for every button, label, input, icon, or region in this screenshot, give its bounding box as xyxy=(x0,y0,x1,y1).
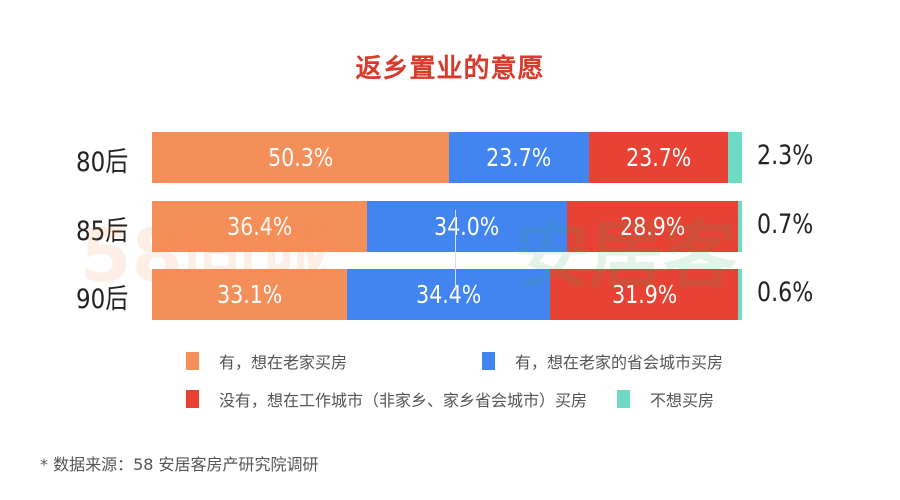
row-label: 90后 xyxy=(76,284,129,315)
data-label: 34.4% xyxy=(416,280,482,309)
chart-title: 返乡置业的意愿 xyxy=(355,54,545,84)
legend-swatch xyxy=(186,352,199,370)
bar-segment xyxy=(737,201,742,252)
bar-segment: 34.4% xyxy=(347,269,551,320)
legend-swatch xyxy=(617,390,630,408)
source-note: * 数据来源：58 安居客房产研究院调研 xyxy=(40,455,319,474)
bar-segment xyxy=(738,269,742,320)
data-label: 23.7% xyxy=(625,143,692,172)
data-label: 33.1% xyxy=(217,280,283,309)
bar-segment: 28.9% xyxy=(567,201,738,252)
legend-label: 没有，想在工作城市（非家乡、家乡省会城市）买房 xyxy=(219,391,588,410)
bar-segment xyxy=(728,132,742,183)
bar-segment: 34.0% xyxy=(366,201,568,252)
legend-swatch xyxy=(482,352,495,370)
bar-row: 50.3% 23.7% 23.7% xyxy=(152,132,742,183)
legend-item: 有，想在老家的省会城市买房 xyxy=(482,349,723,373)
bar-segment: 33.1% xyxy=(152,269,348,320)
bar-segment: 23.7% xyxy=(448,132,589,183)
legend-label: 不想买房 xyxy=(650,391,715,410)
data-label: 23.7% xyxy=(486,143,552,172)
data-label-outside: 2.3% xyxy=(757,140,814,171)
legend-item: 不想买房 xyxy=(617,387,714,411)
bar-row: 33.1% 34.4% 31.9% xyxy=(152,269,742,320)
row-label: 80后 xyxy=(76,147,129,178)
legend-label: 有，想在老家的省会城市买房 xyxy=(515,353,724,372)
data-label-outside: 0.6% xyxy=(757,277,814,308)
data-label-outside: 0.7% xyxy=(757,209,814,240)
data-label: 34.0% xyxy=(434,212,500,241)
legend-item: 有，想在老家买房 xyxy=(186,349,347,373)
bar-segment: 31.9% xyxy=(550,269,739,320)
data-label: 50.3% xyxy=(267,143,333,172)
legend-label: 有，想在老家买房 xyxy=(219,353,348,372)
data-label: 36.4% xyxy=(226,212,292,241)
legend-item: 没有，想在工作城市（非家乡、家乡省会城市）买房 xyxy=(186,387,587,411)
data-label: 31.9% xyxy=(611,280,677,309)
bar-row: 36.4% 34.0% 28.9% xyxy=(152,201,742,252)
bar-segment: 36.4% xyxy=(152,201,367,252)
bar-segment: 50.3% xyxy=(152,132,449,183)
watermark-divider xyxy=(455,210,456,290)
data-label: 28.9% xyxy=(620,212,686,241)
legend-swatch xyxy=(186,390,199,408)
bar-segment: 23.7% xyxy=(588,132,729,183)
row-label: 85后 xyxy=(76,216,129,247)
